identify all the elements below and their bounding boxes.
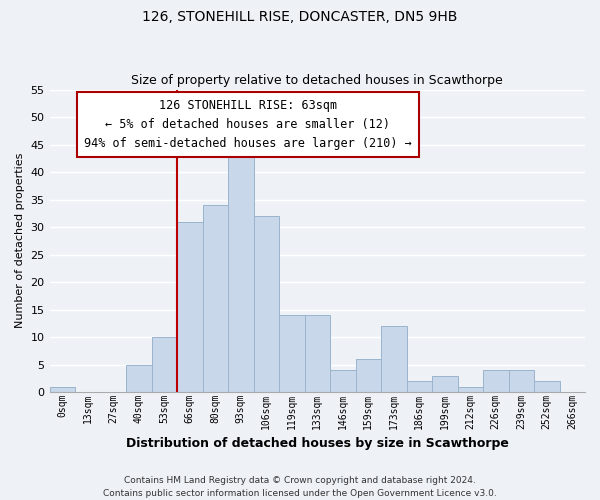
Bar: [381, 326, 407, 392]
Bar: [509, 370, 534, 392]
Bar: [432, 376, 458, 392]
X-axis label: Distribution of detached houses by size in Scawthorpe: Distribution of detached houses by size …: [126, 437, 509, 450]
Bar: [177, 222, 203, 392]
Text: Contains HM Land Registry data © Crown copyright and database right 2024.
Contai: Contains HM Land Registry data © Crown c…: [103, 476, 497, 498]
Y-axis label: Number of detached properties: Number of detached properties: [15, 153, 25, 328]
Bar: [152, 337, 177, 392]
Bar: [279, 315, 305, 392]
Bar: [228, 144, 254, 392]
Bar: [203, 205, 228, 392]
Bar: [458, 386, 483, 392]
Bar: [254, 216, 279, 392]
Bar: [483, 370, 509, 392]
Bar: [305, 315, 330, 392]
Bar: [356, 359, 381, 392]
Text: 126 STONEHILL RISE: 63sqm
← 5% of detached houses are smaller (12)
94% of semi-d: 126 STONEHILL RISE: 63sqm ← 5% of detach…: [84, 98, 412, 150]
Bar: [330, 370, 356, 392]
Bar: [50, 386, 75, 392]
Title: Size of property relative to detached houses in Scawthorpe: Size of property relative to detached ho…: [131, 74, 503, 87]
Bar: [126, 364, 152, 392]
Bar: [407, 381, 432, 392]
Text: 126, STONEHILL RISE, DONCASTER, DN5 9HB: 126, STONEHILL RISE, DONCASTER, DN5 9HB: [142, 10, 458, 24]
Bar: [534, 381, 560, 392]
